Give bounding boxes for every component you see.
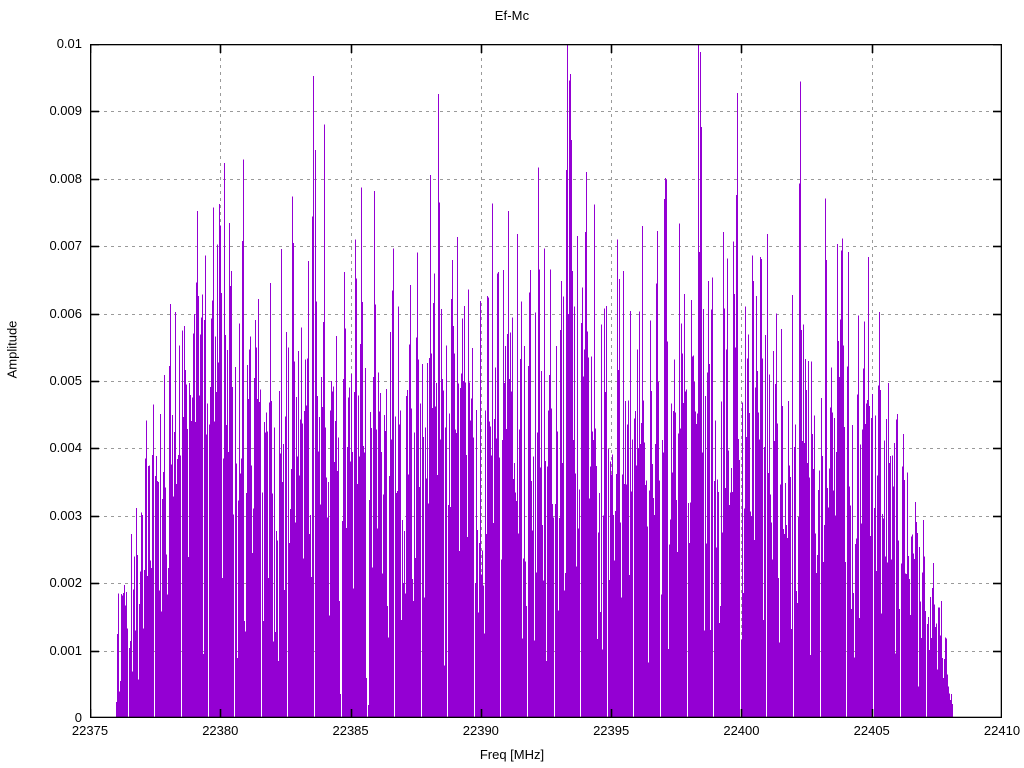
y-axis-tick-label: 0.003 [49, 507, 82, 523]
spectrum-series [116, 44, 953, 718]
plot-svg [90, 44, 1002, 718]
plot-border [90, 44, 1002, 718]
y-axis-tick-label: 0.008 [49, 170, 82, 186]
x-axis-tick-label: 22395 [593, 723, 630, 738]
y-axis-tick-label: 0.005 [49, 373, 82, 388]
x-axis-tick-label: 22385 [332, 723, 369, 738]
y-axis-tick-label: 0.001 [49, 642, 82, 658]
y-axis-tick-label: 0 [74, 710, 82, 725]
x-axis-tick-label: 22375 [71, 723, 109, 738]
axis-tick-marks [90, 44, 1002, 718]
x-axis-label: Freq [MHz] [479, 747, 545, 762]
x-axis-tick-labels: 22375 22380 22385 22390 22395 22400 22405 22410 [72, 723, 1020, 744]
spectrum-impulse-path [116, 44, 953, 718]
y-axis-tick-label: 0.007 [49, 238, 82, 254]
chart-title: Ef-Mc [494, 8, 530, 23]
x-axis-tick-label: 22380 [202, 723, 239, 738]
y-axis-tick-label: 0.002 [49, 575, 82, 591]
y-axis-tick-label: 0.004 [49, 440, 82, 456]
y-axis-tick-label: 0.006 [49, 305, 82, 321]
x-axis-tick-label: 22410 [983, 723, 1021, 738]
x-axis-tick-label: 22405 [853, 723, 890, 738]
y-axis-tick-labels: 0 0.001 0.002 0.003 0.004 0.005 0.006 0.007 0.00… [0, 37, 82, 724]
y-axis-tick-label: 0.009 [49, 103, 82, 119]
x-axis-tick-label: 22400 [723, 723, 760, 738]
y-axis-tick-label: 0.01 [56, 36, 82, 51]
plot-area [90, 44, 1002, 718]
x-axis-tick-label: 22390 [462, 723, 499, 738]
